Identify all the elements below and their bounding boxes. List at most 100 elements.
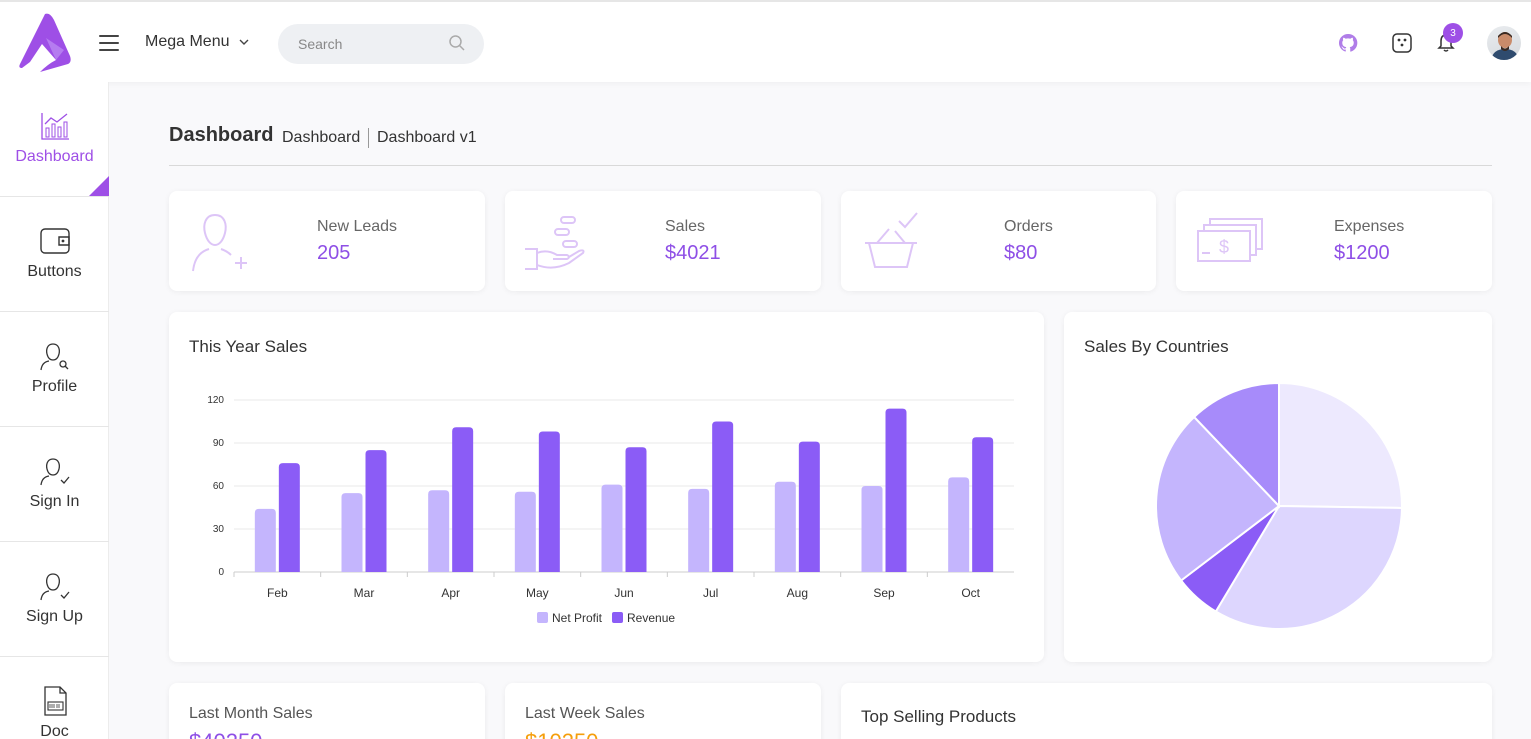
sidebar-item-label: Buttons xyxy=(27,263,82,280)
stat-label: Expenses xyxy=(1334,218,1405,235)
page-title: Dashboard xyxy=(169,124,274,146)
bar-net-profit[interactable] xyxy=(254,508,276,572)
card-value: $10250 xyxy=(525,729,598,739)
stat-value: $80 xyxy=(1004,242,1038,264)
search-input[interactable] xyxy=(298,36,438,52)
last-month-sales-card: Last Month Sales $40250 xyxy=(169,683,485,739)
bar-net-profit[interactable] xyxy=(774,481,796,572)
bar-net-profit[interactable] xyxy=(428,490,450,572)
card-label: Last Week Sales xyxy=(525,705,645,722)
profile-icon xyxy=(39,343,68,371)
breadcrumb-item[interactable]: Dashboard xyxy=(282,129,361,146)
y-tick-label: 120 xyxy=(207,395,224,406)
x-tick-label: Sep xyxy=(873,586,895,600)
chevron-down-icon xyxy=(239,39,248,45)
x-tick-label: Aug xyxy=(787,586,808,600)
pie-slice[interactable] xyxy=(1192,381,1280,509)
top-bar: Mega Menu 3 xyxy=(0,0,1531,82)
bar-net-profit[interactable] xyxy=(514,491,536,572)
github-icon[interactable] xyxy=(1337,32,1359,54)
stat-value: $1200 xyxy=(1334,242,1390,264)
bar-revenue[interactable] xyxy=(885,408,907,572)
stat-card-orders: Orders $80 xyxy=(841,191,1156,291)
sidebar-item-profile[interactable]: Profile xyxy=(0,312,109,427)
countries-card: Sales By Countries xyxy=(1064,312,1492,662)
stat-card-sales: Sales $4021 xyxy=(505,191,821,291)
mega-menu-label: Mega Menu xyxy=(145,33,230,50)
x-tick-label: May xyxy=(526,586,549,600)
sidebar-item-doc[interactable]: Doc xyxy=(0,657,109,739)
sidebar-item-buttons[interactable]: Buttons xyxy=(0,197,109,312)
stat-card-expenses: $ Expenses $1200 xyxy=(1176,191,1492,291)
svg-text:$: $ xyxy=(1219,237,1229,257)
x-tick-label: Feb xyxy=(267,586,288,600)
stat-label: Sales xyxy=(665,218,706,235)
card-title: This Year Sales xyxy=(189,337,308,356)
breadcrumb-separator xyxy=(368,128,369,148)
sidebar-item-dashboard[interactable]: Dashboard xyxy=(0,82,109,197)
sidebar: Dashboard Buttons Profile Sign In xyxy=(0,82,109,739)
pie-slice[interactable] xyxy=(1214,504,1404,630)
y-tick-label: 60 xyxy=(213,481,225,492)
legend-label[interactable]: Net Profit xyxy=(552,611,603,625)
card-value: $40250 xyxy=(189,729,262,739)
stat-value: 205 xyxy=(317,242,351,264)
bar-revenue[interactable] xyxy=(625,447,647,572)
sidebar-item-sign-in[interactable]: Sign In xyxy=(0,427,109,542)
x-tick-label: Jun xyxy=(614,586,633,600)
year-sales-card: This Year Sales 0 30 60 90 120 Feb Mar Apr May Ju… xyxy=(169,312,1044,662)
bar-net-profit[interactable] xyxy=(688,488,710,572)
sidebar-item-label: Sign In xyxy=(29,493,80,510)
legend-swatch xyxy=(537,612,548,623)
sidebar-item-label: Profile xyxy=(31,378,78,395)
bar-net-profit[interactable] xyxy=(948,477,970,572)
bar-net-profit[interactable] xyxy=(341,493,363,572)
bar-revenue[interactable] xyxy=(538,431,560,572)
y-tick-label: 0 xyxy=(218,567,224,578)
pie-chart xyxy=(1155,381,1404,630)
y-tick-label: 30 xyxy=(213,524,225,535)
sidebar-item-sign-up[interactable]: Sign Up xyxy=(0,542,109,657)
card-title: Top Selling Products xyxy=(861,707,1016,726)
last-week-sales-card: Last Week Sales $10250 xyxy=(505,683,821,739)
dice-icon[interactable] xyxy=(1391,32,1413,54)
search-icon[interactable] xyxy=(448,34,466,52)
card-label: Last Month Sales xyxy=(189,705,313,722)
pie-slice[interactable] xyxy=(1278,381,1403,509)
breadcrumb-item[interactable]: Dashboard v1 xyxy=(377,129,477,146)
y-tick-label: 90 xyxy=(213,438,225,449)
legend-label[interactable]: Revenue xyxy=(627,611,675,625)
bar-revenue[interactable] xyxy=(712,421,734,573)
sidebar-item-label: Sign Up xyxy=(26,608,83,625)
user-avatar[interactable] xyxy=(1487,26,1521,60)
bar-revenue[interactable] xyxy=(972,437,994,572)
stat-label: New Leads xyxy=(317,218,398,235)
sidebar-item-label: Doc xyxy=(40,723,69,739)
bar-revenue[interactable] xyxy=(798,441,820,572)
bar-revenue[interactable] xyxy=(365,450,387,572)
user-add-icon xyxy=(192,213,247,272)
legend-swatch xyxy=(612,612,623,623)
top-selling-card: Top Selling Products xyxy=(841,683,1492,739)
card-title: Sales By Countries xyxy=(1084,337,1229,356)
bar-revenue[interactable] xyxy=(452,427,474,572)
stat-value: $4021 xyxy=(665,242,721,264)
search-bar xyxy=(278,24,484,64)
header-divider xyxy=(169,165,1492,166)
bar-net-profit[interactable] xyxy=(601,484,623,572)
sidebar-item-label: Dashboard xyxy=(15,148,94,165)
hand-coins-icon xyxy=(525,216,585,270)
mega-menu-dropdown[interactable]: Mega Menu xyxy=(145,33,250,51)
brand-logo[interactable] xyxy=(16,12,74,72)
x-tick-label: Apr xyxy=(441,586,460,600)
bar-revenue[interactable] xyxy=(278,463,300,572)
stat-card-new-leads: New Leads 205 xyxy=(169,191,485,291)
stat-label: Orders xyxy=(1004,218,1053,235)
bar-chart: 0 30 60 90 120 Feb Mar Apr May Jun Jul Aug Sep Oct Net… xyxy=(207,395,1014,625)
bar-net-profit[interactable] xyxy=(861,486,883,572)
chart-icon xyxy=(40,113,69,140)
wallet-icon xyxy=(39,228,70,254)
pie-slice[interactable] xyxy=(1155,415,1281,582)
notification-badge: 3 xyxy=(1443,23,1463,43)
menu-toggle-button[interactable] xyxy=(99,35,119,51)
